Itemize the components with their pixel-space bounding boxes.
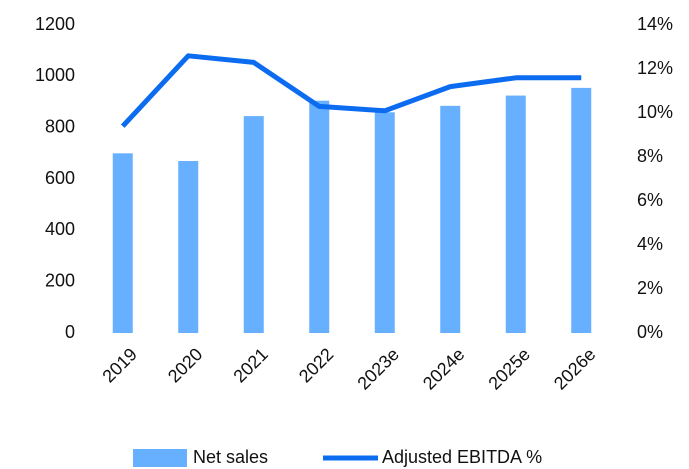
x-tick-label: 2022 <box>295 344 337 386</box>
y2-tick-label: 8% <box>637 146 663 166</box>
bar <box>440 105 461 333</box>
y-tick-label: 800 <box>45 116 75 136</box>
x-tick-label: 2021 <box>229 344 271 386</box>
y-tick-label: 1000 <box>35 65 75 85</box>
y2-tick-label: 10% <box>637 102 673 122</box>
y2-tick-label: 12% <box>637 58 673 78</box>
y2-tick-label: 14% <box>637 14 673 34</box>
bar <box>112 153 133 333</box>
y2-tick-label: 0% <box>637 322 663 342</box>
y-tick-label: 200 <box>45 270 75 290</box>
bar <box>309 100 330 333</box>
x-tick-label: 2026e <box>550 344 600 394</box>
y-tick-label: 400 <box>45 219 75 239</box>
bar <box>505 95 526 333</box>
bar <box>374 112 395 334</box>
y2-tick-label: 2% <box>637 278 663 298</box>
y-tick-label: 600 <box>45 168 75 188</box>
line <box>120 53 582 128</box>
bar <box>178 161 199 333</box>
y2-tick-label: 4% <box>637 234 663 254</box>
y-tick-label: 1200 <box>35 14 75 34</box>
y-tick-label: 0 <box>65 322 75 342</box>
x-tick-label: 2019 <box>98 344 140 386</box>
bar <box>243 116 264 333</box>
x-tick-label: 2023e <box>353 344 403 394</box>
x-tick-label: 2020 <box>164 344 206 386</box>
x-tick-label: 2025e <box>484 344 534 394</box>
legend-swatch <box>133 449 187 467</box>
y2-tick-label: 6% <box>637 190 663 210</box>
legend-label: Net sales <box>193 447 268 467</box>
legend-label: Adjusted EBITDA % <box>382 447 542 467</box>
x-tick-label: 2024e <box>419 344 469 394</box>
bar <box>571 87 592 333</box>
